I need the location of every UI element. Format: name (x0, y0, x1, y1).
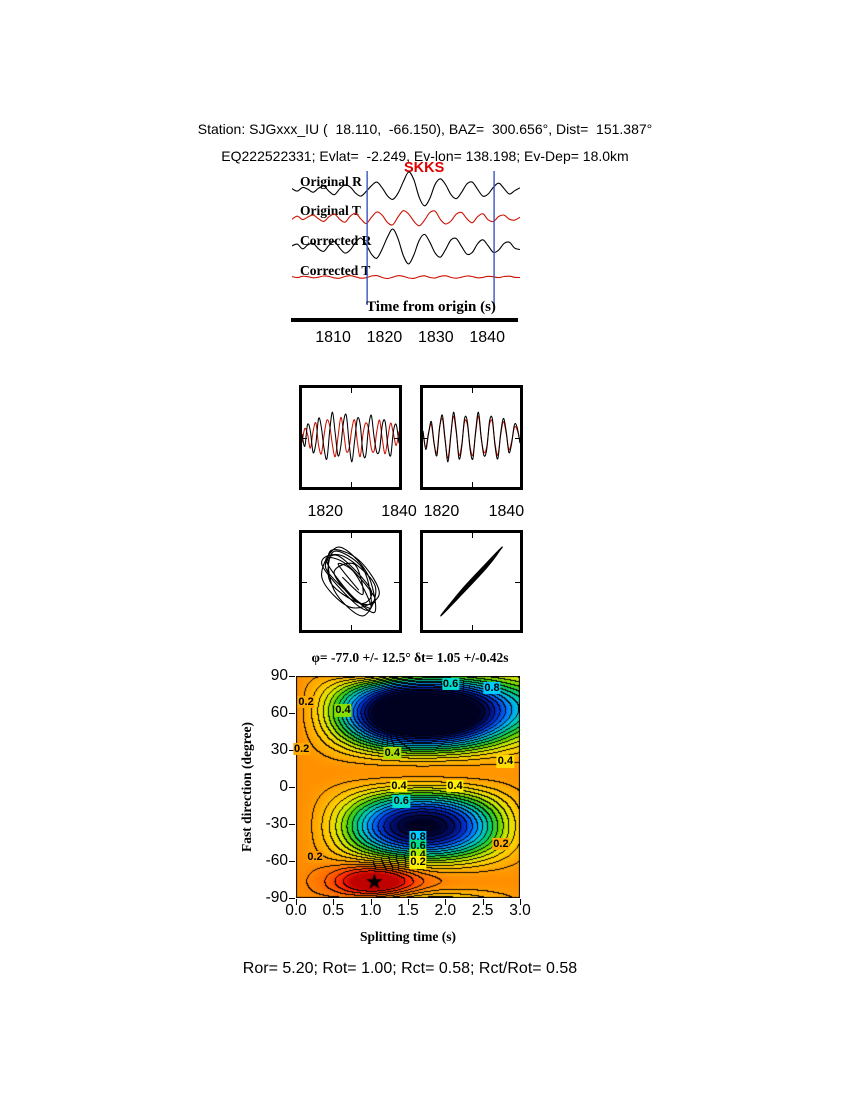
pair-tick-label: 1820 (423, 503, 460, 520)
misfit-contour-map (296, 676, 520, 898)
edge-tick (394, 581, 399, 583)
waveform-trace-3 (292, 274, 520, 280)
dt-tick-mark (445, 899, 447, 905)
dt-tick-label: 0.0 (285, 902, 307, 919)
overlay-waveform-box-left (299, 385, 402, 490)
contour-label: 0.4 (383, 746, 401, 759)
dt-tick-label: 2.5 (471, 902, 494, 919)
phase-label: SKKS (404, 160, 445, 176)
phi-tick-label: -90 (265, 889, 288, 906)
phi-tick-label: 60 (270, 704, 288, 721)
dt-tick-mark (520, 899, 521, 905)
trace-label-corrected-r: Corrected R (300, 234, 375, 248)
contour-label: 0.4 (446, 779, 464, 792)
dt-tick-label: 3.0 (509, 902, 531, 919)
edge-tick (423, 437, 428, 439)
pair-tick-label: 1840 (488, 503, 525, 520)
waveform-trace-1 (292, 210, 520, 227)
contour-label: 0.8 (483, 682, 501, 695)
waveform-panel (292, 171, 520, 305)
slow-component (301, 416, 400, 458)
phi-tick-label: 90 (270, 667, 288, 684)
edge-tick (423, 581, 428, 583)
phi-tick-label: 0 (279, 778, 288, 795)
dt-tick-mark (370, 899, 372, 905)
phi-tick-label: 30 (270, 741, 288, 758)
time-tick-label: 1830 (418, 329, 454, 346)
figure-header: Station: SJGxxx_IU ( 18.110, -66.150), B… (0, 116, 850, 169)
time-tick-label: 1810 (315, 329, 351, 346)
contour-label: 0.2 (306, 850, 324, 863)
dt-tick-label: 1.5 (397, 902, 419, 919)
contour-label: 0.2 (292, 743, 311, 756)
edge-tick (394, 437, 399, 439)
waveform-trace-2 (292, 228, 520, 265)
edge-tick (350, 388, 352, 393)
phi-tick-label: -30 (265, 815, 288, 832)
phi-tick-mark (289, 713, 295, 714)
contour-label: 0.4 (390, 779, 408, 792)
phi-tick-mark (289, 750, 295, 751)
overlay-waveforms-left (301, 411, 400, 463)
time-tick-label: 1820 (366, 329, 403, 346)
particle-motion-curve (440, 546, 503, 617)
edge-tick (515, 437, 520, 439)
edge-tick (302, 437, 307, 439)
misfit-title: φ= -77.0 +/- 12.5° δt= 1.05 +/-0.42s (311, 650, 509, 665)
particle-motion-curve (321, 546, 380, 617)
dt-tick-mark (482, 899, 484, 905)
edge-tick (302, 581, 307, 583)
contour-label: 0.2 (297, 695, 315, 708)
pair-tick-label: 1840 (381, 503, 417, 520)
overlay-waveform-box-right (420, 385, 523, 490)
contour-label: 0.4 (496, 755, 515, 768)
edge-tick (471, 625, 473, 630)
dt-tick-mark (408, 899, 409, 905)
waveform-trace-0 (292, 171, 520, 207)
dt-tick-mark (333, 899, 335, 905)
station-info-line: Station: SJGxxx_IU ( 18.110, -66.150), B… (197, 121, 653, 137)
edge-tick (350, 625, 352, 630)
fast-component (422, 411, 521, 463)
trace-label-original-t: Original T (300, 204, 364, 218)
misfit-xlabel: Splitting time (s) (360, 929, 456, 944)
dt-tick-label: 2.0 (434, 902, 457, 919)
phi-tick-mark (289, 898, 295, 899)
contour-label: 0.2 (492, 837, 510, 850)
edge-tick (515, 581, 520, 583)
edge-tick (471, 533, 473, 538)
phi-tick-mark (289, 787, 295, 788)
dt-tick-label: 0.5 (322, 902, 345, 919)
time-axis-title: Time from origin (s) (366, 299, 496, 315)
pair-tick-label: 1820 (307, 503, 344, 520)
edge-tick (471, 388, 473, 393)
phi-tick-mark (289, 824, 295, 825)
time-axis-bar (291, 318, 518, 322)
fast-component (301, 411, 400, 463)
particle-motion-left (321, 546, 380, 617)
edge-tick (350, 533, 352, 538)
particle-motion-box-right (420, 530, 523, 633)
edge-tick (471, 482, 473, 487)
dt-tick-label: 1.0 (359, 902, 382, 919)
particle-motion-right (440, 546, 503, 617)
overlay-waveforms-right (422, 411, 521, 463)
contour-label: 0.6 (392, 795, 410, 808)
phi-tick-mark (289, 676, 295, 677)
edge-tick (350, 482, 352, 487)
event-info-line: EQ222522331; Evlat= -2.249, Ev-lon= 138.… (221, 147, 629, 164)
time-tick-label: 1840 (469, 329, 505, 346)
contour-label: 0.6 (441, 677, 460, 690)
particle-motion-box-left (299, 530, 402, 633)
result-summary: Ror= 5.20; Rot= 1.00; Rct= 0.58; Rct/Rot… (242, 960, 578, 977)
dt-tick-mark (296, 899, 297, 905)
trace-label-corrected-t: Corrected T (300, 264, 374, 278)
contour-label: 0.2 (409, 856, 427, 869)
phi-tick-label: -60 (265, 852, 288, 869)
phi-tick-mark (289, 861, 295, 862)
contour-label: 0.4 (334, 704, 352, 717)
